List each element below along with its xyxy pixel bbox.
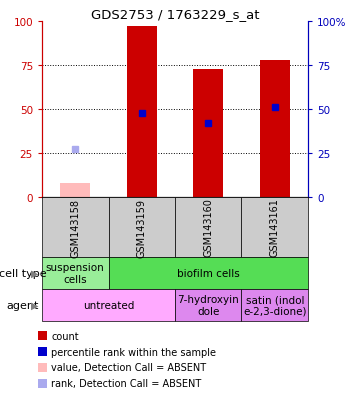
Text: rank, Detection Call = ABSENT: rank, Detection Call = ABSENT bbox=[51, 379, 201, 389]
Bar bbox=[127, 27, 157, 197]
Text: percentile rank within the sample: percentile rank within the sample bbox=[51, 347, 216, 357]
Bar bbox=[260, 61, 290, 197]
Text: value, Detection Call = ABSENT: value, Detection Call = ABSENT bbox=[51, 363, 206, 373]
Text: GSM143158: GSM143158 bbox=[70, 198, 80, 257]
Text: untreated: untreated bbox=[83, 300, 134, 310]
Text: ▶: ▶ bbox=[31, 268, 39, 278]
Text: cell type: cell type bbox=[0, 268, 46, 278]
Text: satin (indol
e-2,3-dione): satin (indol e-2,3-dione) bbox=[243, 294, 307, 316]
Text: GSM143160: GSM143160 bbox=[203, 198, 213, 257]
Bar bbox=[193, 69, 223, 197]
Text: agent: agent bbox=[6, 300, 39, 310]
Text: GDS2753 / 1763229_s_at: GDS2753 / 1763229_s_at bbox=[91, 8, 259, 21]
Text: biofilm cells: biofilm cells bbox=[177, 268, 240, 278]
Text: GSM143161: GSM143161 bbox=[270, 198, 280, 257]
Bar bbox=[60, 183, 90, 197]
Text: count: count bbox=[51, 331, 79, 341]
Text: suspension
cells: suspension cells bbox=[46, 263, 105, 284]
Text: ▶: ▶ bbox=[31, 300, 39, 310]
Text: 7-hydroxyin
dole: 7-hydroxyin dole bbox=[177, 294, 239, 316]
Text: GSM143159: GSM143159 bbox=[137, 198, 147, 257]
